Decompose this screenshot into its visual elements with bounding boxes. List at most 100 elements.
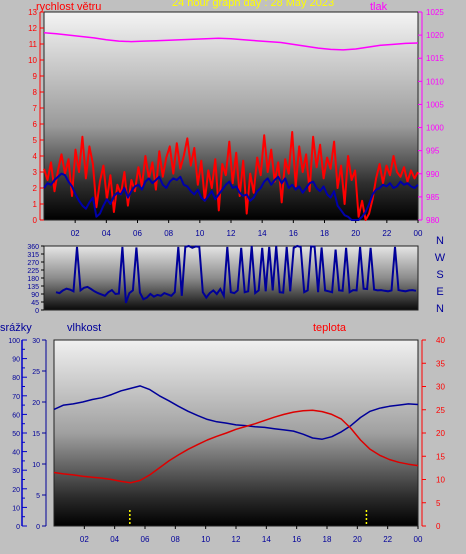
- temperature-tick-label: 25: [436, 406, 445, 415]
- humidity-time-tick-label: 12: [232, 535, 241, 544]
- pressure-tick-label: 1020: [426, 31, 444, 40]
- humidity-tick-label: 10: [32, 462, 40, 469]
- page-title: 24 hour graph day : 28 May 2023: [172, 0, 335, 9]
- wind-speed-tick-label: 1: [33, 200, 38, 209]
- humidity-tick-label: 25: [32, 369, 40, 376]
- direction-tick-label: 0: [35, 308, 39, 315]
- humidity-time-tick-label: 20: [353, 535, 362, 544]
- rain-tick-label: 0: [16, 524, 20, 531]
- rain-tick-label: 60: [12, 412, 20, 419]
- rain-tick-label: 30: [12, 468, 20, 475]
- wind-time-tick-label: 22: [382, 229, 391, 238]
- humidity-time-tick-label: 00: [414, 535, 423, 544]
- rain-tick-label: 20: [12, 487, 20, 494]
- compass-label: N: [436, 303, 444, 315]
- direction-tick-label: 45: [31, 300, 39, 307]
- wind-gust-series: [43, 131, 419, 221]
- wind-time-tick-label: 06: [133, 229, 142, 238]
- rain-tick-label: 100: [8, 338, 20, 345]
- humidity-plot-area: [53, 339, 419, 527]
- humidity-time-tick-label: 04: [110, 535, 119, 544]
- direction-tick-label: 225: [27, 268, 39, 275]
- wind-time-tick-label: 10: [195, 229, 204, 238]
- rain-tick-label: 90: [12, 357, 20, 364]
- wind-speed-tick-label: 4: [33, 152, 38, 161]
- direction-tick-label: 135: [27, 284, 39, 291]
- rain-tick-label: 50: [12, 431, 20, 438]
- pressure-series: [43, 32, 419, 51]
- humidity-time-tick-label: 16: [292, 535, 301, 544]
- temperature-tick-label: 10: [436, 476, 445, 485]
- humidity-tick-label: 20: [32, 400, 40, 407]
- humidity-time-tick-label: 02: [80, 535, 89, 544]
- wind-time-tick-label: 14: [258, 229, 267, 238]
- temperature-axis-title: teplota: [313, 322, 347, 334]
- rain-tick-label: 80: [12, 375, 20, 382]
- humidity-time-tick-label: 22: [383, 535, 392, 544]
- rain-tick-label: 10: [12, 505, 20, 512]
- humidity-series: [53, 385, 419, 440]
- direction-plot-area: [43, 245, 419, 311]
- humidity-tick-label: 0: [36, 524, 40, 531]
- direction-tick-label: 315: [27, 252, 39, 259]
- wind-speed-tick-label: 5: [33, 136, 38, 145]
- humidity-time-tick-label: 10: [201, 535, 210, 544]
- temperature-tick-label: 5: [436, 499, 441, 508]
- wind-speed-tick-label: 6: [33, 120, 38, 129]
- pressure-tick-label: 1025: [426, 8, 444, 17]
- pressure-tick-label: 990: [426, 170, 440, 179]
- wind-speed-tick-label: 9: [33, 72, 38, 81]
- humidity-time-tick-label: 06: [141, 535, 150, 544]
- humidity-time-tick-label: 08: [171, 535, 180, 544]
- pressure-tick-label: 1000: [426, 124, 444, 133]
- wind-speed-axis-title: rychlost větru: [36, 1, 101, 13]
- wind-speed-tick-label: 10: [28, 56, 37, 65]
- wind-speed-tick-label: 11: [29, 40, 38, 49]
- wind-speed-tick-label: 2: [33, 184, 38, 193]
- pressure-tick-label: 1005: [426, 100, 444, 109]
- direction-tick-label: 360: [27, 244, 39, 251]
- compass-label: W: [435, 252, 446, 264]
- wind-time-tick-label: 18: [320, 229, 329, 238]
- pressure-axis-title: tlak: [370, 1, 388, 13]
- wind-speed-tick-label: 12: [28, 24, 37, 33]
- pressure-tick-label: 995: [426, 147, 440, 156]
- humidity-time-tick-label: 18: [323, 535, 332, 544]
- humidity-time-tick-label: 14: [262, 535, 271, 544]
- rain-axis-title: srážky: [0, 322, 32, 334]
- wind-time-tick-label: 20: [351, 229, 360, 238]
- wind-speed-tick-label: 3: [33, 168, 38, 177]
- temperature-tick-label: 30: [436, 383, 445, 392]
- rain-tick-label: 70: [12, 394, 20, 401]
- temperature-tick-label: 40: [436, 336, 445, 345]
- direction-tick-label: 270: [27, 260, 39, 267]
- temperature-series: [53, 409, 419, 484]
- wind-average-series: [43, 172, 419, 221]
- humidity-axis-title: vlhkost: [67, 322, 101, 334]
- compass-label: E: [436, 286, 443, 298]
- direction-tick-label: 90: [31, 292, 39, 299]
- wind-time-tick-label: 04: [102, 229, 111, 238]
- wind-time-tick-label: 12: [227, 229, 236, 238]
- wind-time-tick-label: 08: [164, 229, 173, 238]
- wind-direction-series: [55, 244, 417, 304]
- compass-label: S: [436, 269, 443, 281]
- compass-label: N: [436, 235, 444, 247]
- wind-time-tick-label: 02: [71, 229, 80, 238]
- temperature-tick-label: 15: [436, 452, 445, 461]
- rain-tick-label: 40: [12, 450, 20, 457]
- wind-time-tick-label: 16: [289, 229, 298, 238]
- wind-speed-tick-label: 7: [33, 104, 38, 113]
- wind-speed-tick-label: 0: [33, 216, 38, 225]
- humidity-tick-label: 30: [32, 338, 40, 345]
- direction-tick-label: 180: [27, 276, 39, 283]
- pressure-tick-label: 985: [426, 193, 440, 202]
- humidity-tick-label: 5: [36, 493, 40, 500]
- pressure-tick-label: 980: [426, 216, 440, 225]
- temperature-tick-label: 35: [436, 359, 445, 368]
- temperature-tick-label: 0: [436, 522, 441, 531]
- humidity-tick-label: 15: [32, 431, 40, 438]
- temperature-tick-label: 20: [436, 429, 445, 438]
- wind-speed-tick-label: 8: [33, 88, 38, 97]
